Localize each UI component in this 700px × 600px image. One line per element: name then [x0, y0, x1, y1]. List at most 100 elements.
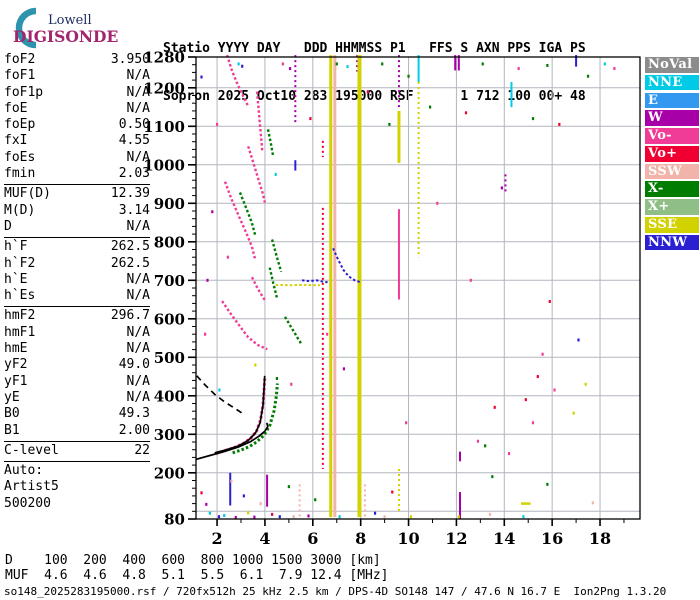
multihop-x-1 — [266, 129, 275, 158]
f-trace-x — [232, 383, 279, 455]
separator — [4, 237, 150, 239]
muf-row: MUF 4.6 4.6 4.8 5.1 5.5 6.1 7.9 12.4 [MH… — [5, 568, 389, 583]
logo-text-lowell: Lowell — [48, 13, 92, 28]
transmission-curve — [196, 375, 245, 416]
param-label: yF2 — [4, 357, 28, 373]
param-row-clevel: C-level 22 — [4, 443, 150, 459]
param-value: N/A — [126, 341, 150, 357]
echo-traces — [215, 54, 531, 505]
param-value: N/A — [126, 324, 150, 340]
param-value: 2.03 — [118, 166, 150, 182]
param-row-hf: h`F 262.5 — [4, 239, 150, 255]
param-value: N/A — [126, 100, 150, 116]
param-value: N/A — [126, 288, 150, 304]
param-row-foes: foEs N/A — [4, 150, 150, 166]
legend-item-sse: SSE — [645, 217, 699, 233]
x-tick-label: 2 — [211, 529, 222, 548]
param-value: N/A — [126, 389, 150, 405]
param-label: yF1 — [4, 373, 28, 389]
param-label: hmE — [4, 341, 28, 357]
artist-o-trace-fit — [214, 375, 266, 454]
param-label: fmin — [4, 166, 36, 182]
param-label: h`E — [4, 271, 28, 287]
x-tick-label: 16 — [541, 529, 563, 548]
param-label: hmF1 — [4, 324, 36, 340]
param-row-b1: B1 2.00 — [4, 423, 150, 439]
param-label: h`F — [4, 239, 28, 255]
y-tick-label: 500 — [154, 349, 185, 367]
legend-item-x: X+ — [645, 199, 699, 215]
param-value: 49.3 — [118, 406, 150, 422]
legend-item-nne: NNE — [645, 74, 699, 91]
y-tick-label: 1100 — [143, 118, 185, 136]
rfi-vertical-lines — [229, 55, 578, 519]
param-value: 12.39 — [110, 186, 150, 202]
header-block: Statio YYYY DAY DDD HHMMSS P1 FFS S AXN … — [163, 9, 586, 137]
multihop-x-5 — [283, 316, 304, 346]
legend-item-e: E — [645, 92, 699, 109]
multihop-o-4 — [223, 181, 257, 261]
multihop-o-3 — [247, 145, 267, 203]
param-label: foE — [4, 100, 28, 116]
param-row-b0: B0 49.3 — [4, 406, 150, 422]
parameter-panel: foF2 3.950 foF1 N/A foF1p N/A foE N/A foEp 0.50 fx… — [4, 52, 150, 512]
legend-item-w: W — [645, 110, 699, 126]
param-label: B0 — [4, 406, 20, 422]
multihop-o-5 — [250, 276, 266, 301]
header-line-2: Sopron 2025 Oct10 283 195000 RSF 1 712 1… — [163, 89, 586, 104]
logo-arc-icon — [15, 7, 37, 49]
param-value: 0.50 — [118, 117, 150, 133]
param-value: N/A — [126, 149, 150, 165]
param-row-fof1: foF1 N/A — [4, 68, 150, 84]
param-label: h`Es — [4, 288, 36, 304]
param-value: N/A — [126, 84, 150, 100]
digisonde-logo: Lowell DIGISONDE — [6, 4, 136, 52]
param-row-md: M(D) 3.14 — [4, 203, 150, 219]
param-row-he: h`E N/A — [4, 272, 150, 288]
separator — [4, 461, 150, 463]
param-label: yE — [4, 389, 20, 405]
multihop-x-2 — [238, 192, 257, 237]
param-row-hme: hmE N/A — [4, 341, 150, 357]
param-label: foF1p — [4, 84, 44, 100]
header-line-1: Statio YYYY DAY DDD HHMMSS P1 FFS S AXN … — [163, 41, 586, 56]
y-tick-label: 400 — [154, 387, 185, 405]
param-row-hes: h`Es N/A — [4, 288, 150, 304]
multihop-o-6 — [221, 300, 268, 351]
param-row-fof1p: foF1p N/A — [4, 85, 150, 101]
x-tick-label: 14 — [493, 529, 515, 548]
plot-axes: 1280120011001000900800700600500400300200… — [143, 49, 641, 548]
y-tick-label: 1280 — [143, 49, 185, 67]
noise-dots — [200, 62, 616, 519]
param-value: N/A — [126, 271, 150, 287]
separator — [4, 184, 150, 186]
x-tick-label: 8 — [355, 529, 366, 548]
param-value: 22 — [134, 442, 150, 458]
separator — [4, 306, 150, 308]
y-tick-label: 80 — [164, 511, 185, 529]
artist-overlay-curves — [195, 375, 269, 461]
logo-text-digisonde: DIGISONDE — [13, 27, 118, 46]
y-tick-label: 1000 — [143, 156, 185, 174]
y-tick-label: 700 — [154, 272, 185, 290]
param-row-fmin: fmin 2.03 — [4, 166, 150, 182]
param-label: foF2 — [4, 52, 36, 67]
param-row-hmf2: hmF2 296.7 — [4, 308, 150, 324]
param-value: 3.14 — [118, 202, 150, 218]
autoscaling-info: 500200 — [4, 495, 51, 511]
multihop-x-3 — [270, 239, 283, 273]
param-row-hf2: h`F2 262.5 — [4, 256, 150, 272]
legend-item-vo: Vo- — [645, 128, 699, 144]
param-row-foe: foE N/A — [4, 101, 150, 117]
autoscaling-info: Artist5 — [4, 479, 59, 495]
echo-direction-legend: NoVal NNE E W Vo- Vo+ SSW X- X+ SSE NNW — [645, 57, 699, 253]
param-value: 3.950 — [110, 52, 150, 67]
param-label: foF1 — [4, 68, 36, 84]
y-tick-label: 800 — [154, 233, 185, 251]
param-value: N/A — [126, 373, 150, 389]
spread-echo-nnw-descending — [332, 247, 363, 284]
y-tick-label: 1200 — [143, 79, 185, 97]
param-label: D — [4, 218, 12, 234]
